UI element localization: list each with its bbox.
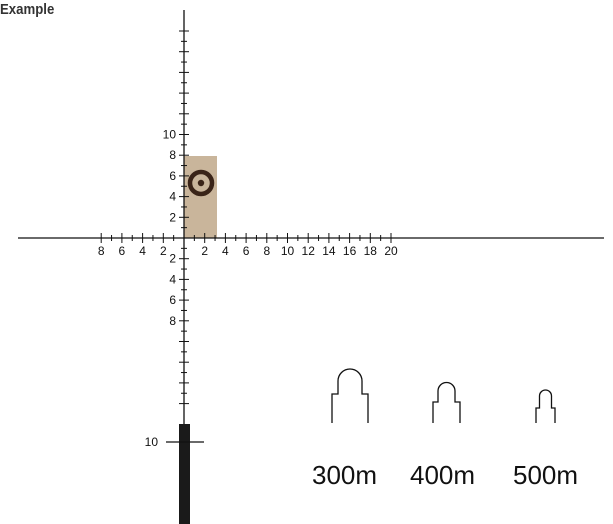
horizontal-tick-label: 8 [98, 244, 105, 258]
vertical-down-tick-label: 2 [169, 252, 176, 266]
vertical-up-tick-label: 4 [169, 190, 176, 204]
horizontal-tick-label: 16 [343, 244, 357, 258]
bullseye-target [187, 169, 215, 197]
vertical-down-tick-label: 8 [169, 314, 176, 328]
silhouette-300m [331, 368, 369, 423]
range-label-400m: 400m [410, 460, 475, 490]
horizontal-tick-label: 6 [119, 244, 126, 258]
horizontal-tick-label: 14 [322, 244, 336, 258]
vertical-up-tick-label: 2 [169, 210, 176, 224]
horizontal-tick-label: 10 [281, 244, 295, 258]
silhouette-400m [432, 381, 461, 423]
vertical-up-tick-label: 8 [169, 148, 176, 162]
horizontal-tick-label: 18 [364, 244, 378, 258]
target-zone-highlight [184, 156, 217, 238]
silhouette-500m [535, 389, 556, 423]
horizontal-tick-label: 4 [222, 244, 229, 258]
horizontal-tick-label: 20 [384, 244, 398, 258]
vertical-up-tick-label: 10 [163, 128, 177, 142]
range-label-500m: 500m [513, 460, 578, 490]
horizontal-tick-label: 12 [302, 244, 316, 258]
post-label: 10 [145, 435, 159, 449]
vertical-down-tick-label: 4 [169, 272, 176, 286]
horizontal-tick-label: 4 [139, 244, 146, 258]
range-label-300m: 300m [312, 460, 377, 490]
bottom-post [179, 424, 190, 524]
horizontal-tick-label: 2 [160, 244, 167, 258]
reticle-ticks [100, 30, 392, 405]
horizontal-tick-label: 6 [243, 244, 250, 258]
horizontal-tick-label: 2 [201, 244, 208, 258]
vertical-up-tick-label: 6 [169, 169, 176, 183]
vertical-down-tick-label: 6 [169, 293, 176, 307]
horizontal-tick-label: 8 [263, 244, 270, 258]
diagram-title: Example [0, 1, 55, 18]
